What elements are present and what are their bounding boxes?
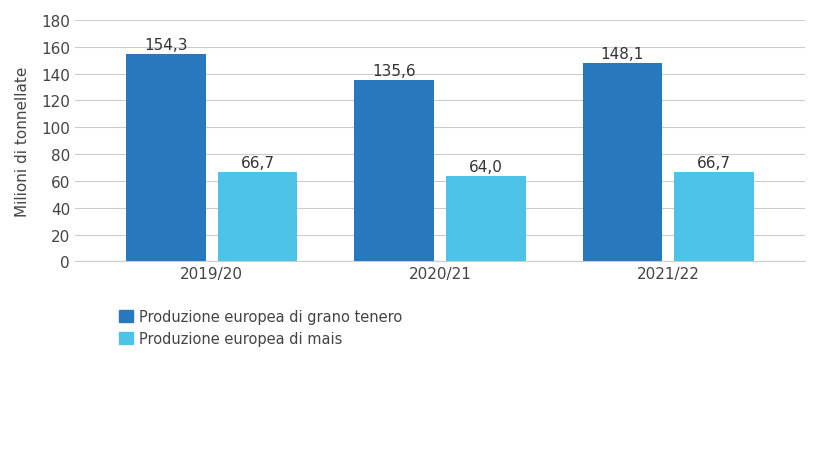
Bar (126, 56, 206, 262)
Text: 66,7: 66,7 (240, 156, 274, 171)
Bar (446, 176, 525, 262)
Bar (673, 173, 753, 262)
Text: 64,0: 64,0 (468, 159, 502, 174)
Text: 154,3: 154,3 (144, 39, 188, 53)
Bar (581, 64, 662, 262)
Bar (354, 80, 434, 262)
Text: 148,1: 148,1 (600, 47, 644, 62)
Text: 66,7: 66,7 (696, 156, 730, 171)
Legend: Produzione europea di grano tenero, Produzione europea di mais: Produzione europea di grano tenero, Prod… (119, 309, 402, 346)
Text: 135,6: 135,6 (372, 63, 416, 78)
Y-axis label: Milioni di tonnellate: Milioni di tonnellate (15, 67, 30, 217)
Bar (217, 173, 297, 262)
